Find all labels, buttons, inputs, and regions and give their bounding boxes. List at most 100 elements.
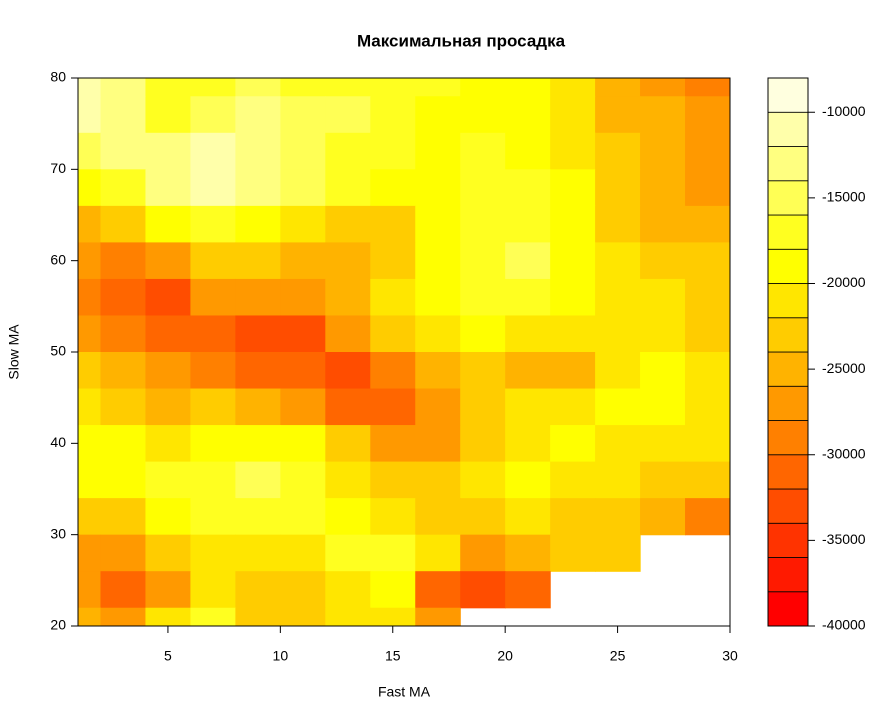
contour-cell <box>595 169 641 207</box>
contour-cell <box>325 352 371 390</box>
x-tick-label: 25 <box>610 648 626 664</box>
contour-cell <box>280 571 326 609</box>
chart-title: Максимальная просадка <box>357 31 566 50</box>
y-tick-label: 50 <box>50 343 66 359</box>
contour-cell <box>595 78 641 97</box>
contour-cell <box>550 315 596 353</box>
contour-cell <box>415 534 461 572</box>
contour-cell <box>145 534 192 572</box>
contour-cell <box>100 278 147 317</box>
contour-cell <box>505 315 551 353</box>
contour-cell <box>685 352 730 390</box>
contour-cell <box>280 78 326 97</box>
contour-cell <box>370 607 416 626</box>
contour-cell <box>460 571 506 609</box>
contour-cell <box>325 425 371 463</box>
contour-cell <box>685 425 730 463</box>
contour-cell <box>370 242 416 280</box>
contour-cell <box>505 96 551 134</box>
contour-cell <box>685 461 730 499</box>
contour-cell <box>370 132 416 170</box>
contour-cell <box>595 425 641 463</box>
contour-cell <box>550 425 596 463</box>
contour-cell <box>78 96 102 134</box>
contour-cell <box>145 169 192 207</box>
contour-cell <box>145 242 192 280</box>
contour-cell <box>460 534 506 572</box>
contour-cell <box>595 205 641 243</box>
contour-cell <box>325 132 371 170</box>
contour-cell <box>100 169 147 207</box>
y-tick-label: 30 <box>50 525 66 541</box>
colorbar-tick-label: -35000 <box>822 531 866 547</box>
contour-cell <box>78 132 102 170</box>
contour-cell <box>685 242 730 280</box>
contour-cell <box>145 607 192 626</box>
contour-cell <box>190 132 236 170</box>
contour-cell <box>235 315 281 353</box>
contour-cell <box>235 242 281 280</box>
contour-cell <box>550 498 596 536</box>
contour-cell <box>370 78 416 97</box>
contour-cell <box>685 205 730 243</box>
contour-cell <box>505 78 551 97</box>
contour-cell <box>235 607 281 626</box>
contour-cell <box>640 352 686 390</box>
contour-cell <box>235 169 281 207</box>
contour-field <box>78 78 730 626</box>
contour-cell <box>235 425 281 463</box>
contour-cell <box>460 132 506 170</box>
contour-cell <box>100 498 147 536</box>
y-tick-label: 20 <box>50 617 66 633</box>
contour-cell <box>325 242 371 280</box>
contour-cell <box>595 498 641 536</box>
contour-cell <box>235 571 281 609</box>
colorbar-tick-label: -15000 <box>822 189 866 205</box>
contour-cell <box>78 278 102 317</box>
contour-cell <box>190 352 236 390</box>
y-tick-label: 40 <box>50 434 66 450</box>
contour-cell <box>595 388 641 426</box>
contour-cell <box>145 498 192 536</box>
contour-cell <box>550 132 596 170</box>
contour-cell <box>280 388 326 426</box>
contour-cell <box>280 461 326 499</box>
contour-cell <box>100 315 147 353</box>
contour-cell <box>78 78 102 97</box>
contour-cell <box>505 205 551 243</box>
contour-cell <box>145 315 192 353</box>
contour-cell <box>415 425 461 463</box>
contour-cell <box>280 242 326 280</box>
contour-cell <box>280 352 326 390</box>
contour-cell <box>595 96 641 134</box>
contour-cell <box>460 388 506 426</box>
contour-cell <box>685 315 730 353</box>
contour-cell <box>78 242 102 280</box>
contour-cell <box>235 96 281 134</box>
contour-cell <box>145 132 192 170</box>
contour-cell <box>100 425 147 463</box>
colorbar-tick-label: -25000 <box>822 360 866 376</box>
contour-cell <box>460 461 506 499</box>
contour-cell <box>415 352 461 390</box>
contour-cell <box>640 169 686 207</box>
colorbar-band <box>767 283 809 319</box>
contour-cell <box>190 78 236 97</box>
x-tick-label: 5 <box>164 648 172 664</box>
contour-cell <box>685 96 730 134</box>
contour-cell <box>100 132 147 170</box>
contour-cell <box>505 571 551 609</box>
contour-cell <box>280 498 326 536</box>
colorbar-band <box>767 420 809 456</box>
contour-cell <box>550 96 596 134</box>
contour-cell <box>190 498 236 536</box>
contour-cell <box>685 78 730 97</box>
x-tick-label: 15 <box>385 648 401 664</box>
contour-cell <box>550 78 596 97</box>
contour-cell <box>640 388 686 426</box>
contour-cell <box>640 461 686 499</box>
contour-cell <box>370 169 416 207</box>
contour-cell <box>640 96 686 134</box>
contour-cell <box>78 534 102 572</box>
